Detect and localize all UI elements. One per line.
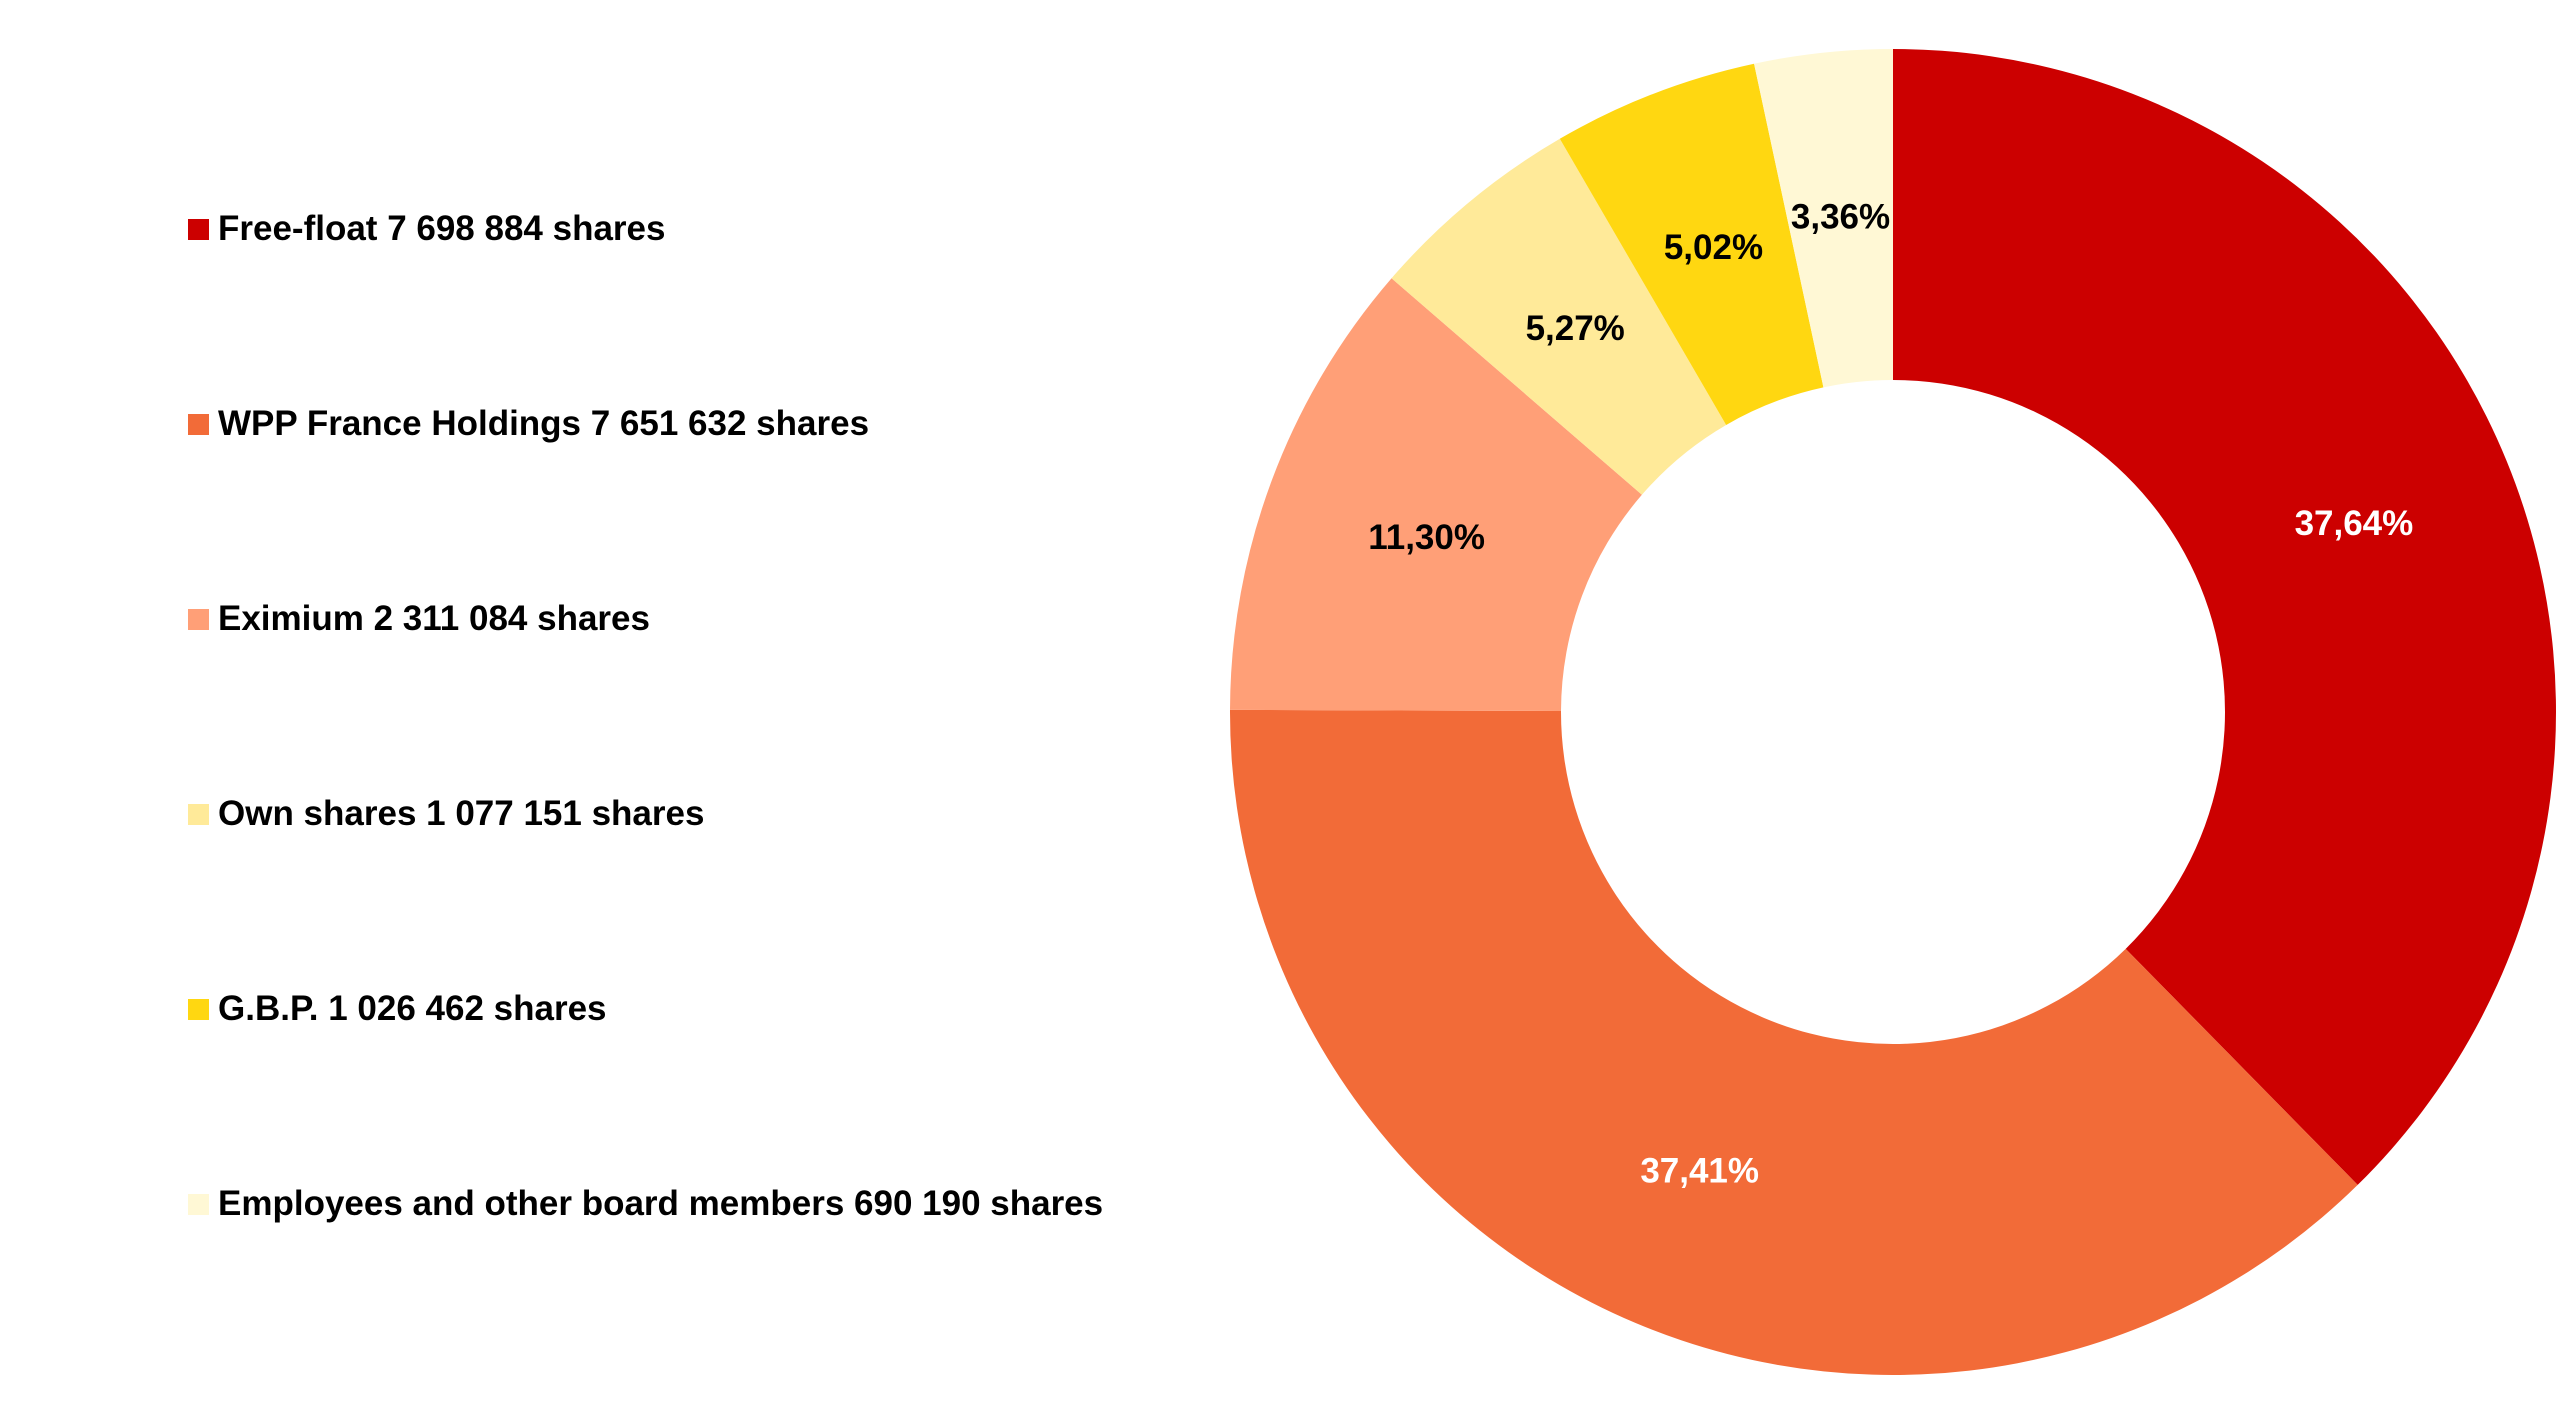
donut-slice-5	[1754, 49, 1893, 388]
legend-label: Own shares 1 077 151 shares	[218, 794, 705, 833]
slice-data-label: 11,30%	[1368, 518, 1485, 557]
legend-item-gbp: G.B.P. 1 026 462 shares	[188, 978, 1103, 1040]
legend-item-free-float: Free-float 7 698 884 shares	[188, 198, 1103, 260]
legend-swatch	[188, 803, 209, 825]
slice-data-label: 37,64%	[2295, 504, 2414, 543]
slice-data-label: 37,41%	[1640, 1151, 1759, 1190]
donut-slice-0	[1893, 49, 2556, 1185]
legend-label: Eximium 2 311 084 shares	[218, 599, 650, 638]
legend-item-wpp-france-holdings: WPP France Holdings 7 651 632 shares	[188, 393, 1103, 455]
legend-item-eximium: Eximium 2 311 084 shares	[188, 588, 1103, 650]
legend-item-employees-board: Employees and other board members 690 19…	[188, 1173, 1103, 1235]
legend-swatch	[188, 413, 209, 435]
legend-swatch	[188, 218, 209, 240]
legend-swatch	[188, 998, 209, 1020]
legend-label: WPP France Holdings 7 651 632 shares	[218, 404, 870, 443]
slice-data-label: 5,02%	[1664, 228, 1763, 267]
legend-swatch	[188, 1193, 209, 1215]
legend: Free-float 7 698 884 shares WPP France H…	[188, 198, 1103, 1368]
legend-label: Employees and other board members 690 19…	[218, 1184, 1104, 1223]
donut-slice-2	[1230, 278, 1642, 711]
donut-slice-4	[1559, 63, 1824, 425]
legend-label: G.B.P. 1 026 462 shares	[218, 989, 607, 1028]
legend-swatch	[188, 608, 209, 630]
legend-label: Free-float 7 698 884 shares	[218, 209, 666, 248]
donut-slice-1	[1230, 709, 2358, 1376]
donut-slice-3	[1391, 138, 1727, 495]
legend-item-own-shares: Own shares 1 077 151 shares	[188, 783, 1103, 845]
slice-data-label: 5,27%	[1526, 309, 1625, 348]
slice-data-label: 3,36%	[1791, 197, 1890, 236]
